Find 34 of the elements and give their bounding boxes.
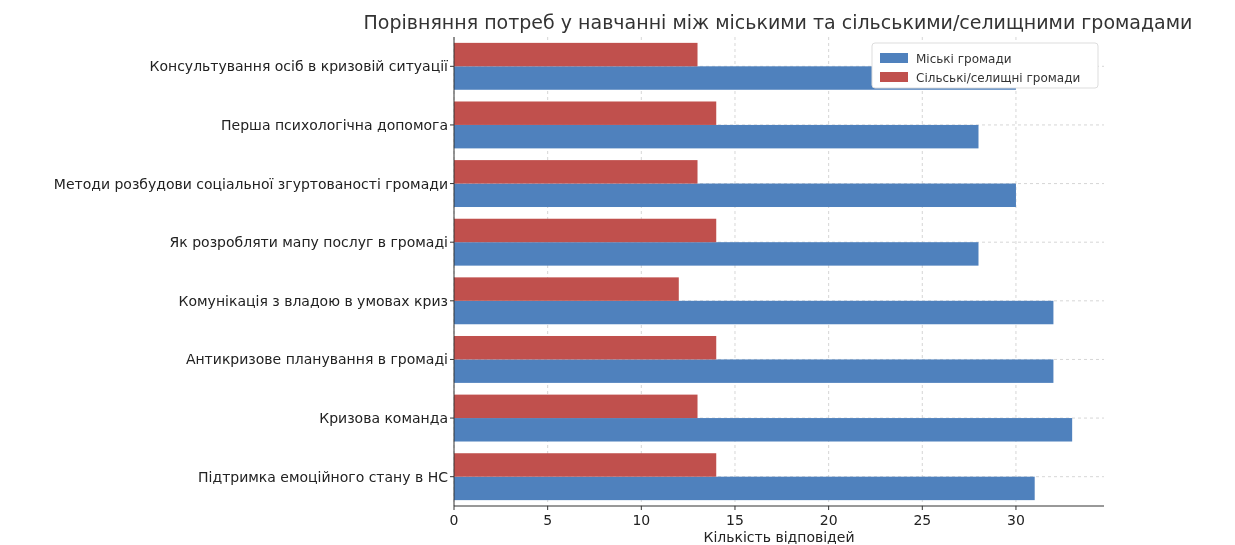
chart-title: Порівняння потреб у навчанні між міськими та сільськими/селищними громадами	[363, 11, 1193, 33]
bar	[454, 418, 1073, 442]
bar	[454, 160, 698, 184]
bar	[454, 124, 979, 149]
bar	[454, 42, 698, 67]
bar	[454, 277, 679, 301]
bar	[454, 300, 1054, 325]
y-tick-label: Підтримка емоційного стану в НС	[198, 468, 449, 485]
x-tick-label: 5	[543, 512, 553, 528]
bar	[454, 183, 1016, 208]
x-tick-label: 25	[913, 512, 932, 528]
x-tick-label: 20	[819, 512, 838, 528]
x-tick-label: 15	[726, 512, 744, 528]
bar	[454, 335, 717, 360]
y-tick-label: Антикризове планування в громаді	[185, 351, 448, 368]
x-axis-title: Кількість відповідей	[703, 529, 855, 545]
x-tick-label: 10	[632, 512, 651, 528]
y-tick-label: Перша психологічна допомога	[221, 116, 448, 133]
x-tick-label: 30	[1007, 512, 1025, 528]
bar	[454, 218, 717, 243]
y-tick-label: Як розробляти мапу послуг в громаді	[169, 234, 448, 251]
y-tick-label: Консультування осіб в кризовій ситуації	[149, 58, 449, 75]
bar	[454, 476, 1035, 501]
bar	[454, 359, 1054, 383]
legend-label: Сільські/селищні громади	[916, 71, 1081, 85]
y-tick-label: Методи розбудови соціальної згуртованості громади	[53, 175, 448, 192]
legend-label: Міські громади	[916, 52, 1012, 66]
bar	[454, 101, 717, 125]
bar	[454, 242, 979, 266]
y-tick-label: Комунікація з владою в умовах криз	[178, 292, 448, 309]
y-tick-label: Кризова команда	[319, 410, 448, 427]
bar	[454, 453, 717, 477]
x-tick-label: 0	[449, 512, 459, 528]
bar	[454, 394, 698, 419]
